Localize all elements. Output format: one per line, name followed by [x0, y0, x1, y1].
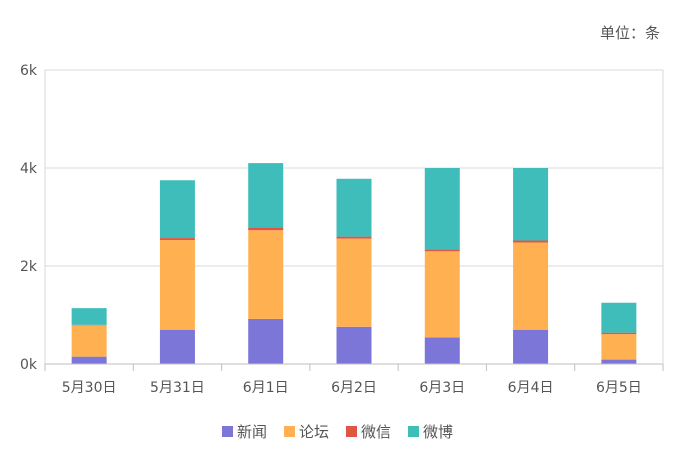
bar-segment-新闻 [424, 337, 460, 364]
x-tick-label: 5月30日 [62, 380, 117, 396]
x-tick-label: 5月31日 [150, 380, 205, 396]
bar-segment-论坛 [71, 325, 107, 357]
bar-segment-微博 [513, 168, 549, 241]
y-tick-label: 0k [20, 357, 38, 373]
legend-label: 论坛 [299, 423, 329, 441]
bar-segment-论坛 [601, 334, 637, 360]
legend-swatch-论坛 [284, 426, 295, 437]
bar-segment-微博 [159, 180, 195, 239]
bar-segment-微信 [424, 249, 460, 252]
y-tick-label: 4k [20, 161, 38, 177]
bar-segment-论坛 [513, 242, 549, 330]
bar-segment-微博 [336, 178, 372, 237]
bar-segment-论坛 [159, 240, 195, 330]
bar-segment-微博 [71, 308, 107, 325]
legend-label: 新闻 [237, 423, 267, 441]
bar-segment-新闻 [159, 329, 195, 364]
x-tick-label: 6月2日 [331, 380, 377, 396]
bar-segment-新闻 [71, 356, 107, 364]
bar-segment-论坛 [336, 238, 372, 327]
bar-segment-新闻 [601, 359, 637, 364]
bar-segment-微博 [248, 163, 284, 228]
x-tick-label: 6月3日 [419, 380, 465, 396]
bar-segment-论坛 [248, 230, 284, 319]
unit-label: 单位：条 [600, 24, 660, 42]
axes: 0k 2k 4k 6k 5月30日 5月31日 6月1日 6月2日 6月3日 6月4日 6月5日 [20, 63, 664, 396]
bar-segment-微博 [601, 302, 637, 333]
legend-swatch-微博 [408, 426, 419, 437]
bar-segment-新闻 [248, 318, 284, 364]
x-tick-label: 6月5日 [596, 380, 642, 396]
bar-segment-新闻 [336, 326, 372, 364]
bar-segment-新闻 [513, 329, 549, 364]
bar-segment-微博 [424, 168, 460, 250]
y-tick-label: 2k [20, 259, 38, 275]
legend: 新闻 论坛 微信 微博 [222, 423, 453, 441]
bars [71, 163, 637, 364]
bar-segment-微信 [336, 236, 372, 239]
legend-swatch-新闻 [222, 426, 233, 437]
legend-label: 微信 [361, 423, 391, 441]
bar-segment-论坛 [424, 251, 460, 338]
x-tick-label: 6月1日 [243, 380, 289, 396]
x-tick-label: 6月4日 [508, 380, 554, 396]
legend-label: 微博 [423, 423, 453, 441]
bar-segment-微信 [248, 227, 284, 231]
bar-segment-微信 [601, 332, 637, 335]
bar-segment-微信 [513, 240, 549, 243]
bar-segment-微信 [159, 238, 195, 241]
y-tick-label: 6k [20, 63, 38, 79]
legend-swatch-微信 [346, 426, 357, 437]
